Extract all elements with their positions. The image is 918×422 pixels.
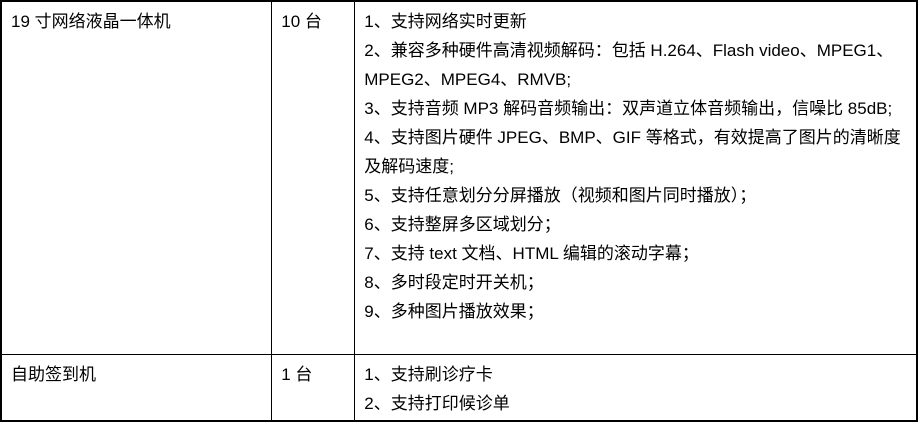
features-cell: 1、支持刷诊疗卡 2、支持打印候诊单	[354, 354, 918, 422]
feature-line: 2、兼容多种硬件高清视频解码：包括 H.264、Flash video、MPEG…	[364, 41, 894, 89]
feature-line: 8、多时段定时开关机；	[364, 273, 544, 292]
quantity-value: 1 台	[281, 365, 313, 384]
quantity-value: 10 台	[281, 12, 322, 31]
feature-line: 6、支持整屏多区域划分；	[364, 215, 561, 234]
table-row: 19 寸网络液晶一体机 10 台 1、支持网络实时更新 2、兼容多种硬件高清视频…	[0, 0, 918, 355]
feature-line: 7、支持 text 文档、HTML 编辑的滚动字幕；	[364, 244, 699, 263]
feature-line: 3、支持音频 MP3 解码音频输出：双声道立体音频输出，信噪比 85dB;	[364, 99, 893, 118]
device-name: 19 寸网络液晶一体机	[11, 12, 171, 31]
quantity-cell: 10 台	[271, 0, 356, 355]
table-row: 自助签到机 1 台 1、支持刷诊疗卡 2、支持打印候诊单	[0, 354, 918, 422]
feature-line: 9、多种图片播放效果；	[364, 302, 544, 321]
device-name: 自助签到机	[11, 365, 96, 384]
features-cell: 1、支持网络实时更新 2、兼容多种硬件高清视频解码：包括 H.264、Flash…	[354, 0, 918, 355]
feature-line: 2、支持打印候诊单	[364, 394, 510, 413]
feature-line: 1、支持网络实时更新	[364, 12, 527, 31]
quantity-cell: 1 台	[271, 354, 356, 422]
feature-line: 1、支持刷诊疗卡	[364, 365, 493, 384]
device-name-cell: 自助签到机	[0, 354, 273, 422]
device-name-cell: 19 寸网络液晶一体机	[0, 0, 273, 355]
feature-line: 5、支持任意划分分屏播放（视频和图片同时播放）；	[364, 186, 757, 205]
feature-line: 4、支持图片硬件 JPEG、BMP、GIF 等格式，有效提高了图片的清晰度及解码…	[364, 128, 901, 176]
